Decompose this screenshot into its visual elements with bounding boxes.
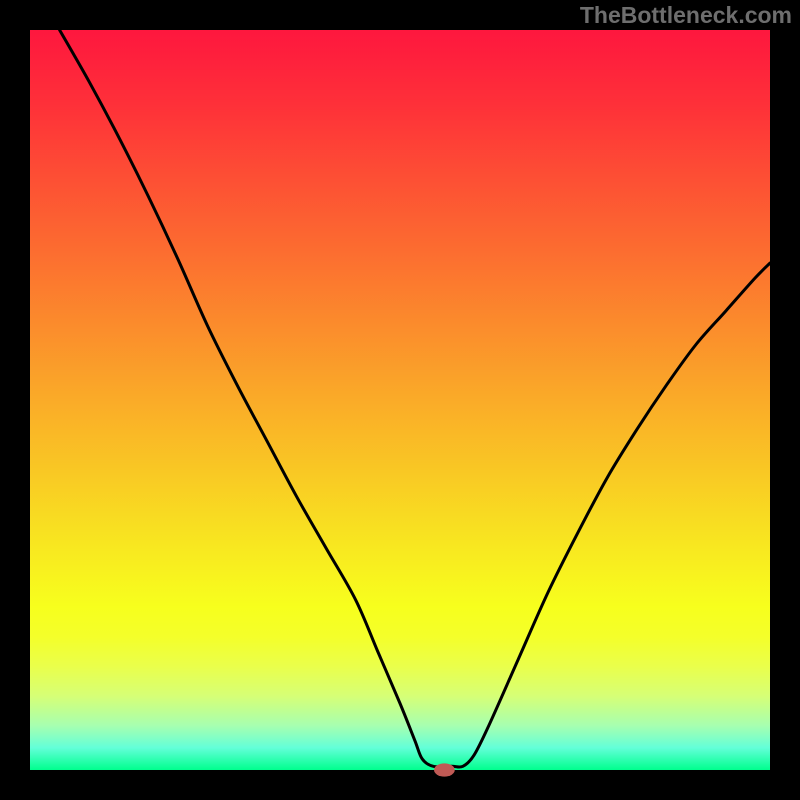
watermark-text: TheBottleneck.com bbox=[580, 2, 792, 29]
optimal-marker bbox=[434, 763, 455, 776]
plot-background bbox=[30, 30, 770, 770]
bottleneck-curve-chart bbox=[0, 0, 800, 800]
